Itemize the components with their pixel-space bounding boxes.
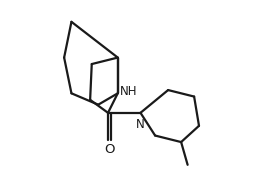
Text: N: N (136, 118, 145, 131)
Text: O: O (104, 143, 115, 156)
Text: NH: NH (120, 85, 138, 98)
